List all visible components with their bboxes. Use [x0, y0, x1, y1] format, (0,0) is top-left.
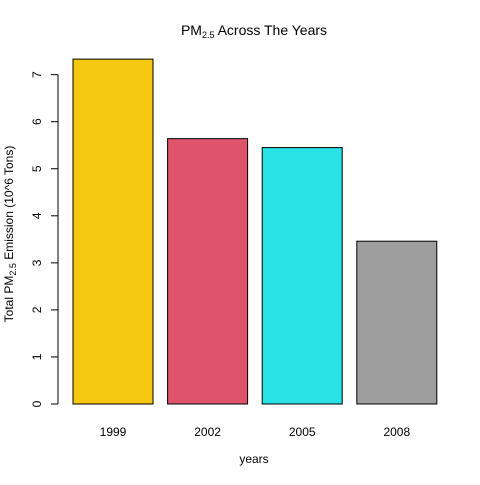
x-tick-label-1999: 1999 [100, 425, 127, 439]
chart-title-suffix: Across The Years [214, 22, 327, 38]
y-axis: 0 1 2 3 4 5 6 7 [30, 71, 59, 407]
x-tick-label-2002: 2002 [194, 425, 221, 439]
y-axis-label-prefix: Total PM [2, 276, 16, 323]
chart-title-subscript: 2.5 [202, 30, 215, 40]
y-tick-label-4: 4 [30, 212, 44, 219]
y-tick-label-6: 6 [30, 118, 44, 125]
bars-layer [72, 58, 438, 405]
bar-2008 [356, 240, 438, 405]
bar-1999 [72, 58, 154, 405]
x-axis-tick-labels: 1999 2002 2005 2008 [100, 425, 411, 439]
y-tick-label-5: 5 [30, 165, 44, 172]
y-axis-label: Total PM2.5 Emission (10^6 Tons) [2, 146, 18, 323]
y-axis-label-suffix: Emission (10^6 Tons) [2, 146, 16, 263]
y-tick-label-2: 2 [30, 306, 44, 313]
bar-2005 [261, 147, 343, 405]
x-axis-label: years [239, 452, 268, 466]
y-tick-label-0: 0 [30, 400, 44, 407]
x-tick-label-2008: 2008 [383, 425, 410, 439]
y-tick-label-1: 1 [30, 353, 44, 360]
chart-title: PM2.5 Across The Years [181, 22, 327, 40]
x-tick-label-2005: 2005 [289, 425, 316, 439]
bar-2002 [167, 138, 249, 405]
y-tick-label-7: 7 [30, 71, 44, 78]
chart-title-prefix: PM [181, 22, 202, 38]
y-tick-label-3: 3 [30, 259, 44, 266]
y-axis-label-subscript: 2.5 [8, 263, 18, 276]
